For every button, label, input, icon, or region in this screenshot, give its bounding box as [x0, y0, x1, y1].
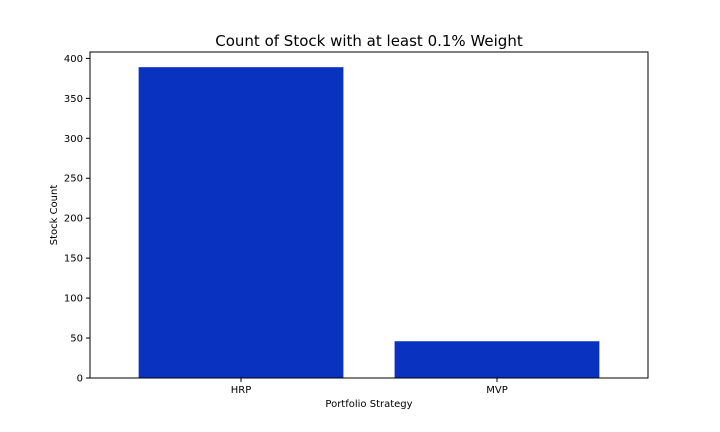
bar-mvp [394, 341, 600, 378]
plot-frame [89, 51, 649, 379]
y-tick-label: 400 [64, 54, 83, 65]
x-tick-label-mvp: MVP [486, 385, 508, 396]
y-tick-label: 300 [64, 134, 83, 145]
y-tick-label: 0 [77, 374, 83, 385]
bars-group [138, 67, 600, 379]
y-tick-label: 250 [64, 174, 83, 185]
y-axis-ticks: 0 50 100 150 200 250 300 350 400 [64, 54, 90, 385]
x-tick-label-hrp: HRP [231, 385, 252, 396]
y-tick-label: 50 [70, 334, 83, 345]
bar-hrp [138, 67, 344, 379]
y-tick-label: 350 [64, 94, 83, 105]
y-tick-label: 100 [64, 294, 83, 305]
chart-title: Count of Stock with at least 0.1% Weight [215, 32, 523, 50]
y-tick-label: 200 [64, 214, 83, 225]
y-tick-label: 150 [64, 254, 83, 265]
x-axis-label: Portfolio Strategy [325, 399, 412, 410]
y-axis-label: Stock Count [49, 185, 60, 246]
x-axis-ticks: HRP MVP [231, 378, 508, 396]
